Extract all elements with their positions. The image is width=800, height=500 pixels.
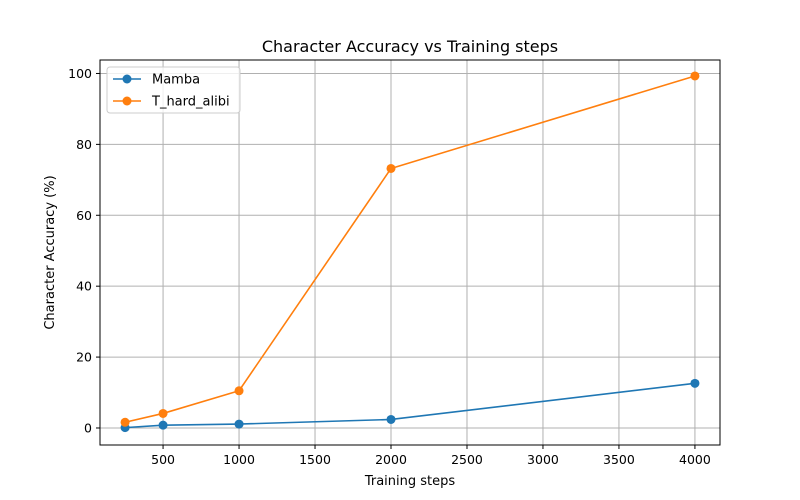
- legend-label-mamba: Mamba: [152, 73, 200, 88]
- x-tick-label: 1500: [299, 452, 331, 467]
- data-point-mamba: [158, 420, 168, 430]
- x-tick-label: 3500: [603, 452, 635, 467]
- grid-lines: [100, 60, 720, 445]
- legend-marker-mamba: [122, 74, 132, 84]
- legend: Mamba T_hard_alibi: [106, 66, 241, 114]
- data-point-t-hard-alibi: [690, 71, 700, 81]
- series-t-hard-alibi: [120, 71, 700, 427]
- series-layer: [120, 71, 700, 433]
- x-tick-label: 500: [151, 452, 175, 467]
- series-line-mamba: [125, 382, 696, 429]
- y-tick-label: 0: [84, 420, 92, 435]
- data-point-mamba: [234, 419, 244, 429]
- data-point-t-hard-alibi: [386, 163, 396, 173]
- data-point-t-hard-alibi: [120, 417, 130, 427]
- y-tick-label: 80: [76, 137, 92, 152]
- data-point-mamba: [386, 414, 396, 424]
- x-tick-label: 1000: [223, 452, 255, 467]
- x-tick-label: 2000: [375, 452, 407, 467]
- data-point-mamba: [690, 378, 700, 388]
- y-tick-label: 100: [68, 66, 92, 81]
- data-point-t-hard-alibi: [234, 386, 244, 396]
- legend-label-t-hard-alibi: T_hard_alibi: [151, 95, 230, 110]
- y-tick-label: 20: [76, 350, 92, 365]
- series-mamba: [120, 378, 700, 433]
- data-point-t-hard-alibi: [158, 408, 168, 418]
- chart-title: Character Accuracy vs Training steps: [262, 37, 558, 56]
- y-axis-label: Character Accuracy (%): [43, 175, 58, 329]
- plot-area-frame: [99, 59, 721, 446]
- y-axis: 0 20 40 60 80 100: [68, 66, 100, 435]
- legend-marker-t-hard-alibi: [122, 96, 132, 106]
- y-tick-label: 60: [76, 208, 92, 223]
- y-tick-label: 40: [76, 279, 92, 294]
- x-axis: 500 1000 1500 2000 2500 3000 3500 4000: [151, 445, 711, 467]
- x-tick-label: 4000: [679, 452, 711, 467]
- x-tick-label: 2500: [451, 452, 483, 467]
- series-line-t-hard-alibi: [124, 75, 696, 424]
- x-tick-label: 3000: [527, 452, 559, 467]
- x-axis-label: Training steps: [364, 474, 456, 489]
